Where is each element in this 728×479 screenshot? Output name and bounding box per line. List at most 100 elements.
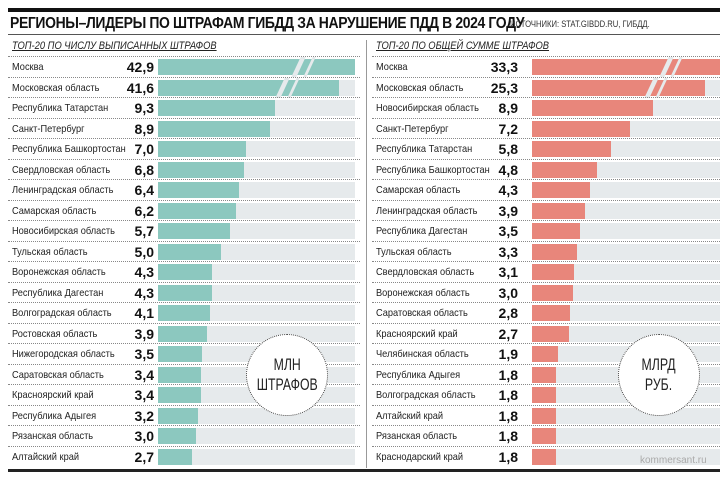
region-name: Московская область [12, 81, 100, 94]
region-name: Новосибирская область [376, 102, 479, 114]
top-rule [8, 8, 720, 12]
bar-track [158, 161, 355, 178]
bar-track [532, 161, 720, 178]
region-name: Воронежская область [376, 286, 470, 299]
table-row: Краснодарский край 1,8 [372, 445, 720, 468]
bar [532, 161, 598, 178]
unit-badge: МЛРД РУБ. [618, 334, 700, 416]
value-label: 3,4 [134, 387, 154, 403]
value-label: 4,8 [498, 161, 518, 178]
table-row: Москва 42,9 [8, 56, 360, 78]
value-label: 3,5 [498, 223, 518, 239]
region-name: Республика Башкортостан [376, 163, 490, 176]
bar [158, 202, 237, 219]
bar-track [158, 77, 355, 98]
table-row: Саратовская область 2,8 [372, 302, 720, 324]
region-name: Волгоградская область [12, 307, 112, 319]
table-row: Тульская область 3,3 [372, 240, 720, 263]
bar-track [158, 57, 355, 77]
bar-track [532, 100, 720, 116]
bar [532, 387, 557, 403]
region-name: Рязанская область [376, 430, 458, 442]
bar-track [158, 141, 355, 157]
region-name: Ростовская область [12, 327, 98, 340]
bar-track [532, 141, 720, 157]
page-title: РЕГИОНЫ–ЛИДЕРЫ ПО ШТРАФАМ ГИБДД ЗА НАРУШ… [10, 15, 525, 32]
table-row: Новосибирская область 5,7 [8, 220, 360, 242]
value-label: 1,8 [498, 448, 518, 465]
table-row: Новосибирская область 8,9 [372, 97, 720, 119]
bar-track [158, 305, 355, 321]
region-name: Ленинградская область [12, 184, 114, 196]
region-name: Республика Татарстан [12, 102, 109, 114]
table-row: Самарская область 4,3 [372, 179, 720, 201]
region-name: Республика Адыгея [12, 409, 97, 422]
region-name: Московская область [376, 81, 464, 94]
value-label: 42,9 [126, 59, 154, 75]
table-row: Республика Татарстан 9,3 [8, 97, 360, 119]
bar-track [158, 448, 355, 465]
value-label: 3,0 [134, 428, 154, 444]
value-label: 1,9 [498, 346, 518, 362]
region-name: Алтайский край [376, 409, 444, 422]
value-label: 2,7 [134, 448, 154, 465]
table-row: Самарская область 6,2 [8, 199, 360, 222]
value-label: 9,3 [134, 100, 154, 116]
table-row: Свердловская область 6,8 [8, 158, 360, 181]
bar-track [532, 448, 720, 465]
bar-track [158, 100, 355, 116]
bar [532, 407, 557, 424]
value-label: 41,6 [126, 79, 154, 96]
region-name: Санкт-Петербург [376, 122, 449, 135]
table-row: Тульская область 5,0 [8, 240, 360, 263]
value-label: 3,2 [134, 407, 154, 424]
table-row: Санкт-Петербург 7,2 [372, 117, 720, 140]
bar-track [532, 202, 720, 219]
region-name: Волгоградская область [376, 389, 476, 401]
bar-track [158, 120, 355, 137]
region-name: Республика Дагестан [12, 286, 104, 299]
sources: ИСТОЧНИКИ: STAT.GIBDD.RU, ГИБДД. [510, 19, 650, 29]
table-row: Республика Дагестан 4,3 [8, 281, 360, 304]
region-name: Нижегородская область [12, 348, 115, 360]
value-label: 8,9 [134, 120, 154, 137]
value-label: 4,3 [498, 182, 518, 198]
value-label: 2,7 [498, 325, 518, 342]
value-label: 4,1 [134, 305, 154, 321]
bar [158, 243, 221, 260]
bar [158, 325, 208, 342]
value-label: 4,3 [134, 284, 154, 301]
bar [532, 223, 580, 239]
table-row: Воронежская область 4,3 [8, 261, 360, 283]
region-name: Республика Башкортостан [12, 143, 126, 155]
table-row: Московская область 25,3 [372, 76, 720, 99]
bar [532, 346, 558, 362]
bar-track [532, 120, 720, 137]
value-label: 6,8 [134, 161, 154, 178]
value-label: 3,3 [498, 243, 518, 260]
value-label: 1,8 [498, 428, 518, 444]
region-name: Санкт-Петербург [12, 122, 85, 135]
table-row: Санкт-Петербург 8,9 [8, 117, 360, 140]
bar [532, 448, 557, 465]
bar-track [158, 428, 355, 444]
value-label: 25,3 [490, 79, 518, 96]
bar [158, 346, 203, 362]
bar-track [158, 284, 355, 301]
bar [532, 284, 573, 301]
bar-track [158, 202, 355, 219]
bar-track [532, 284, 720, 301]
bar-track [532, 264, 720, 280]
bar-track [158, 325, 355, 342]
unit-line-1: МЛРД [641, 355, 676, 374]
region-name: Челябинская область [376, 348, 469, 360]
bar-track [532, 428, 720, 444]
bar-track [158, 223, 355, 239]
bar [158, 161, 244, 178]
bar [158, 141, 247, 157]
region-name: Свердловская область [12, 163, 111, 176]
unit-line-2: ШТРАФОВ [256, 375, 318, 394]
table-row: Москва 33,3 [372, 56, 720, 78]
table-row: Московская область 41,6 [8, 76, 360, 99]
